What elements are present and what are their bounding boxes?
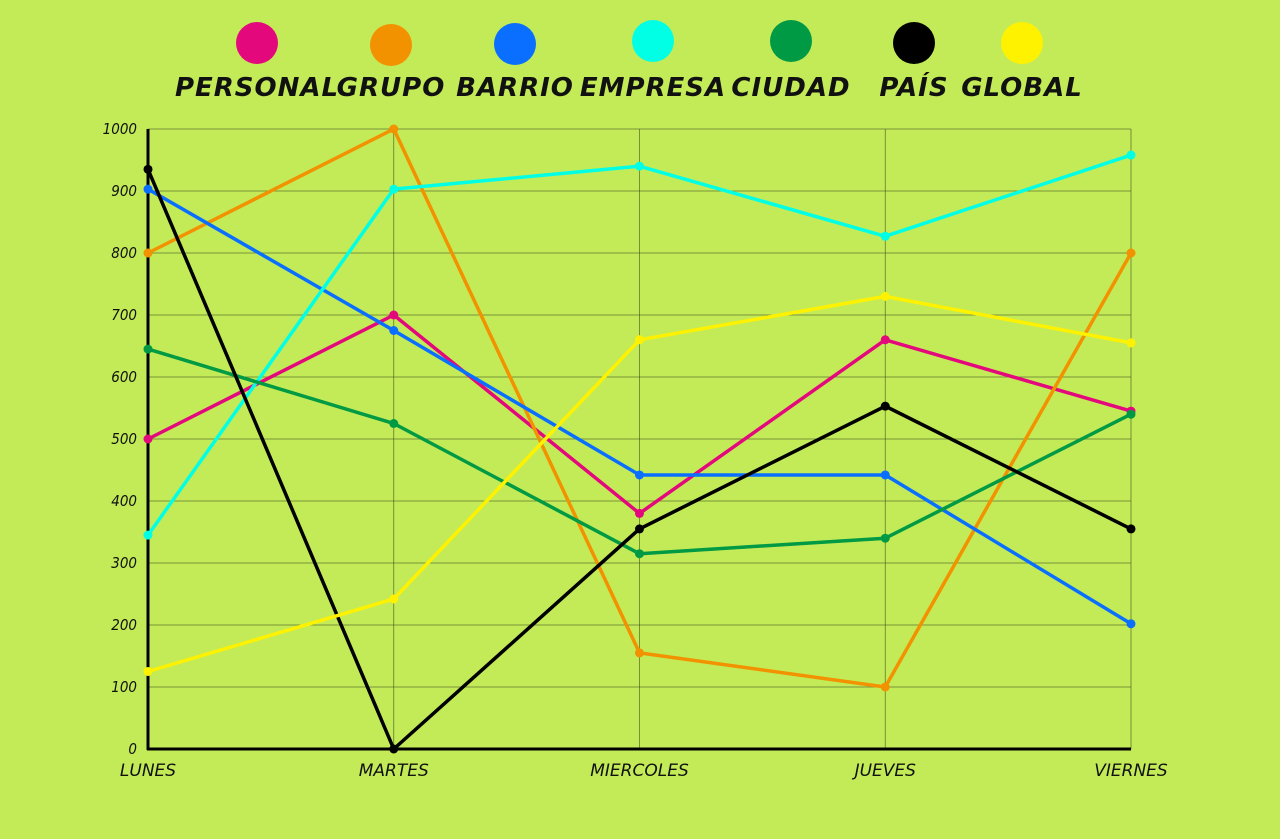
series-personal <box>143 310 1136 518</box>
y-tick-label-600: 600 <box>111 368 137 386</box>
legend-marker-empresa <box>632 20 674 62</box>
data-point-global-martes <box>389 594 399 604</box>
data-point-global-jueves <box>880 291 890 301</box>
x-tick-label-martes: MARTES <box>359 761 429 781</box>
data-point-empresa-viernes <box>1126 150 1136 160</box>
legend-label-pais: PAÍS <box>879 71 948 103</box>
legend-marker-barrio <box>494 23 536 65</box>
x-tick-label-lunes: LUNES <box>120 761 176 781</box>
series-global <box>143 291 1136 676</box>
data-point-personal-jueves <box>880 335 890 345</box>
data-point-global-lunes <box>143 667 153 676</box>
data-point-global-miercoles <box>635 335 644 345</box>
y-tick-label-0: 0 <box>128 740 137 758</box>
data-point-ciudad-miercoles <box>635 549 644 559</box>
data-point-barrio-miercoles <box>635 470 644 480</box>
legend-marker-personal <box>236 22 278 64</box>
legend-label-empresa: EMPRESA <box>580 73 726 103</box>
data-point-empresa-miercoles <box>635 161 644 171</box>
series-group <box>143 124 1136 754</box>
data-point-pais-viernes <box>1126 524 1136 534</box>
data-point-pais-martes <box>389 744 399 754</box>
tick-labels: 0 100 200 300 400 500 600 700 800 900 1000 LUNES MAR… <box>103 120 1168 781</box>
series-grupo <box>143 124 1136 692</box>
data-point-personal-lunes <box>143 434 153 444</box>
data-point-personal-miercoles <box>635 508 644 518</box>
data-point-pais-lunes <box>143 164 153 174</box>
data-point-pais-miercoles <box>635 524 644 534</box>
y-tick-label-900: 900 <box>111 182 137 200</box>
data-point-grupo-viernes <box>1126 248 1136 258</box>
data-point-barrio-viernes <box>1126 619 1136 629</box>
y-tick-label-500: 500 <box>111 430 137 448</box>
data-point-grupo-lunes <box>143 248 153 258</box>
data-point-barrio-jueves <box>880 470 890 480</box>
data-point-barrio-martes <box>389 326 399 335</box>
legend-marker-grupo <box>370 24 412 66</box>
series-ciudad <box>143 344 1136 559</box>
data-point-ciudad-jueves <box>880 533 890 543</box>
y-tick-label-100: 100 <box>111 678 137 696</box>
data-point-empresa-martes <box>389 184 399 194</box>
data-point-empresa-lunes <box>143 530 153 540</box>
data-point-barrio-lunes <box>143 184 153 194</box>
y-tick-label-800: 800 <box>111 244 137 262</box>
legend-label-ciudad: CIUDAD <box>731 73 850 103</box>
data-point-grupo-jueves <box>880 682 890 692</box>
legend-marker-global <box>1001 22 1043 64</box>
x-tick-label-jueves: JUEVES <box>852 761 917 781</box>
legend-marker-ciudad <box>770 20 812 62</box>
legend-marker-pais <box>893 22 935 64</box>
series-empresa <box>143 150 1136 540</box>
data-point-ciudad-martes <box>389 419 399 428</box>
legend-label-personal: PERSONAL <box>175 73 339 103</box>
x-tick-label-viernes: VIERNES <box>1094 761 1168 781</box>
legend-label-grupo: GRUPO <box>337 73 446 103</box>
data-point-global-viernes <box>1126 338 1136 348</box>
series-pais <box>143 164 1136 754</box>
y-tick-label-300: 300 <box>111 554 137 572</box>
data-point-personal-martes <box>389 310 399 320</box>
x-tick-label-miercoles: MIERCOLES <box>590 761 689 781</box>
legend-label-barrio: BARRIO <box>456 73 574 103</box>
y-tick-label-1000: 1000 <box>103 120 137 138</box>
y-tick-label-400: 400 <box>111 492 137 510</box>
data-point-ciudad-viernes <box>1126 409 1136 419</box>
data-point-pais-jueves <box>880 401 890 411</box>
data-point-empresa-jueves <box>880 231 890 241</box>
data-point-grupo-martes <box>389 124 399 134</box>
y-tick-label-700: 700 <box>111 306 137 324</box>
legend-label-global: GLOBAL <box>961 73 1083 103</box>
series-barrio <box>143 184 1136 629</box>
data-point-grupo-miercoles <box>635 648 644 658</box>
data-point-ciudad-lunes <box>143 344 153 354</box>
y-tick-label-200: 200 <box>111 616 137 634</box>
grid <box>148 128 1132 749</box>
